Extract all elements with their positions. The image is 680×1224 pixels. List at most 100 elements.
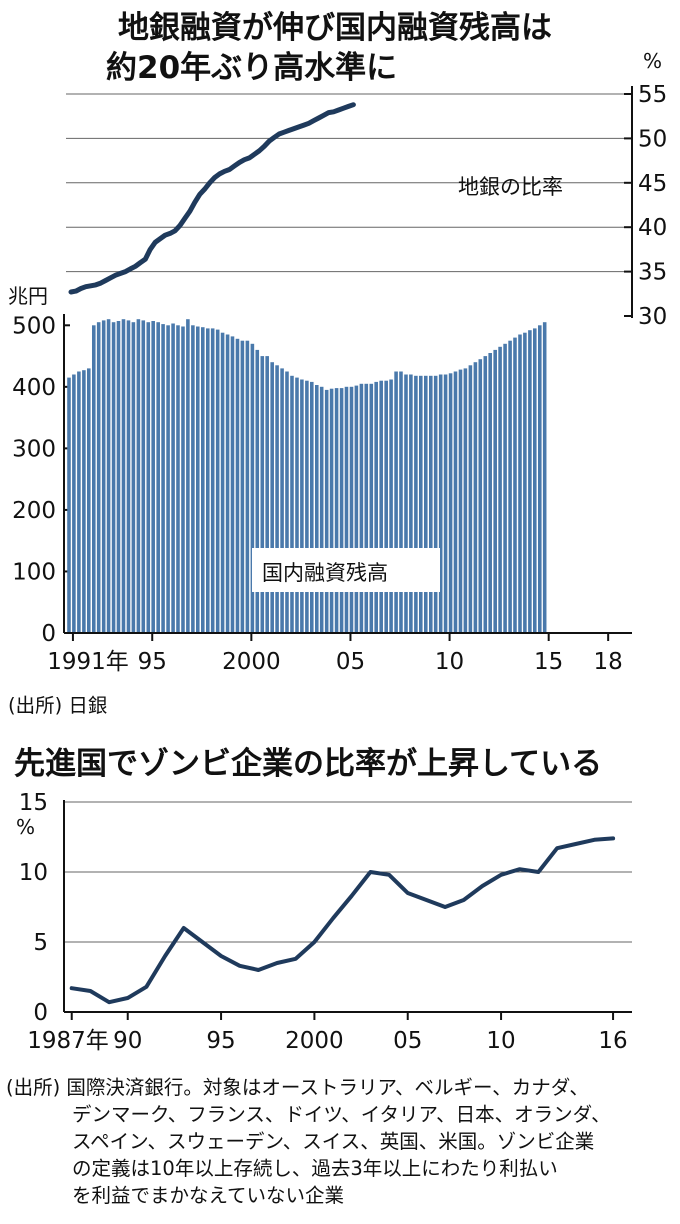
chart2-bar	[101, 320, 106, 633]
chart2-bar	[369, 383, 374, 633]
chart3-x-tick-label: 10	[486, 1028, 515, 1054]
chart2-bar	[493, 349, 497, 633]
chart3-x-tick-label: 16	[598, 1028, 627, 1054]
chart3-y-tick-labels: 0 5 10 15	[19, 790, 48, 1026]
chart2-bar	[151, 321, 155, 633]
chart2-bar	[344, 386, 349, 633]
chart2-bar	[443, 374, 448, 633]
chart2-bar	[429, 375, 433, 633]
chart2-bar	[384, 380, 388, 633]
chart2-bar	[354, 385, 359, 633]
chart1-y-tick-label: 30	[638, 304, 667, 330]
chart3-title: 先進国でゾンビ企業の比率が上昇している	[14, 746, 602, 782]
chart3-y-tick-label: 15	[19, 790, 48, 816]
chart2-bar	[280, 368, 284, 633]
chart3-source-line3: スペイン、スウェーデン、スイス、英国、米国。ゾンビ企業	[72, 1130, 594, 1153]
chart1-y-tick-label: 50	[638, 126, 667, 152]
chart2-bar	[225, 334, 230, 633]
chart1-y-tick-label: 40	[638, 215, 667, 241]
chart1-gridlines	[66, 93, 632, 317]
chart2-bar	[116, 321, 121, 633]
chart3-source-line2: デンマーク、フランス、ドイツ、イタリア、日本、オランダ、	[72, 1103, 611, 1126]
chart3-x-tick-label: 05	[393, 1028, 422, 1054]
chart2-bar	[121, 319, 126, 633]
chart1-title-line2: 約20年ぶり高水準に	[106, 50, 397, 86]
chart2-bar	[161, 324, 165, 633]
chart2-bar	[374, 381, 378, 633]
chart2-bar	[260, 356, 265, 633]
chart1-series-label: 地銀の比率	[458, 175, 563, 199]
chart2-x-tick-label: 10	[435, 649, 464, 675]
chart3-y-tick-label: 5	[33, 930, 48, 956]
chart2-x-tick-label: 1991年	[47, 649, 129, 675]
chart2-bar	[186, 319, 190, 633]
chart1-series-line	[68, 102, 356, 295]
chart2-bar	[146, 322, 151, 633]
chart2-bar	[483, 356, 488, 633]
chart3-x-tick-labels: 1987年 90 95 2000 05 10 16	[27, 1012, 628, 1054]
chart2-bar	[240, 340, 245, 633]
chart2-bar	[67, 377, 71, 633]
chart2-bar	[315, 385, 319, 633]
chart2-bar	[389, 379, 393, 633]
chart3-source-line5: を利益でまかなえていない企業	[72, 1184, 344, 1207]
chart2-y-unit: 兆円	[8, 284, 48, 308]
chart2-bar	[245, 340, 250, 633]
chart2-y-tick-label: 500	[12, 313, 56, 339]
chart2-bar	[196, 326, 200, 633]
chart2-bar	[533, 328, 537, 633]
chart2-bar	[339, 388, 344, 633]
chart2-bar	[468, 365, 473, 633]
chart2-bar	[538, 325, 542, 633]
chart2-bar	[463, 368, 468, 633]
chart2-bar	[255, 349, 260, 633]
chart2-bar	[201, 327, 205, 633]
chart2-bar	[285, 371, 289, 633]
chart2-bar	[528, 330, 532, 633]
chart2-bar	[310, 381, 314, 633]
chart2-bar	[498, 346, 502, 633]
chart2-bar	[458, 369, 463, 633]
chart3-source-line4: の定義は10年以上存続し、過去3年以上にわたり利払い	[72, 1157, 558, 1180]
chart2-bar	[111, 322, 116, 633]
chart2-bar	[136, 319, 141, 633]
chart2-bar	[87, 368, 91, 633]
chart2-bar	[433, 375, 438, 633]
chart1-y-tick-label: 35	[638, 260, 667, 286]
chart2-bar	[270, 362, 274, 633]
chart2-bar	[473, 362, 478, 633]
chart3-x-tick-label: 2000	[285, 1028, 344, 1054]
chart2-bar	[523, 332, 527, 633]
chart2-bar	[220, 332, 225, 633]
chart1-y-tick-label: 45	[638, 171, 667, 197]
chart2-bar	[77, 371, 81, 633]
chart2-bar	[230, 336, 235, 633]
chart3-y-unit: %	[16, 815, 35, 839]
chart2-bar	[265, 356, 269, 633]
chart2-bar	[513, 337, 517, 633]
chart2-bar	[399, 371, 403, 633]
chart2-bar	[92, 325, 96, 633]
chart2-x-tick-labels: 1991年 95 2000 05 10 15 18	[47, 633, 623, 675]
chart2-bar	[448, 373, 453, 633]
chart2-bars	[67, 319, 547, 633]
chart2-bar	[518, 334, 522, 633]
chart2-bar	[324, 389, 329, 633]
chart2-source: (出所) 日銀	[8, 694, 107, 717]
chart2-bar	[176, 325, 180, 633]
chart2-bar	[72, 374, 76, 633]
chart2-bar	[419, 375, 423, 633]
chart2-series-label: 国内融資残高	[262, 561, 388, 585]
chart2-bar	[319, 386, 324, 633]
chart2-y-tick-label: 400	[12, 375, 56, 401]
chart2-bar	[329, 388, 334, 633]
chart2-bar	[191, 325, 195, 633]
chart2-bar	[488, 353, 492, 633]
chart2-bar	[404, 374, 408, 633]
chart2-bar	[82, 370, 86, 633]
chart2-x-tick-label: 15	[534, 649, 563, 675]
chart2-y-tick-labels: 0 100 200 300 400 500	[12, 313, 70, 647]
chart3-y-tick-label: 0	[33, 1000, 48, 1026]
chart2-x-tick-label: 2000	[222, 649, 281, 675]
